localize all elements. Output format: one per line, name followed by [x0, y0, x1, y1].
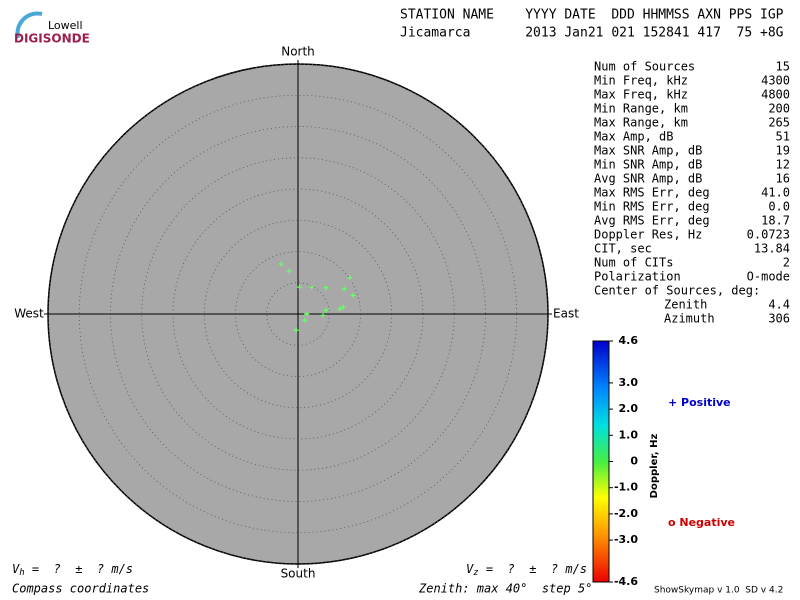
stat-value: O-mode: [747, 270, 790, 284]
center-value: 306: [768, 312, 790, 326]
stat-label: Min RMS Err, deg: [594, 200, 710, 214]
header-line: Jicamarca 2013 Jan21 021 152841 417 75 +…: [400, 26, 784, 41]
compass-label: West: [14, 307, 44, 321]
legend-negative: o Negative: [668, 516, 735, 529]
stat-value: 16: [776, 172, 790, 186]
source-point: [350, 292, 356, 298]
stat-value: 41.0: [761, 186, 790, 200]
stat-label: Max SNR Amp, dB: [594, 144, 702, 158]
source-point: [347, 275, 353, 281]
stat-value: 13.84: [754, 242, 790, 256]
stat-value: 4300: [761, 74, 790, 88]
center-label: Zenith: [664, 298, 707, 312]
stat-label: Max Range, km: [594, 116, 688, 130]
logo-bottom: DIGISONDE: [14, 32, 90, 46]
colorbar-tick-label: -4.6: [614, 575, 638, 588]
stat-value: 200: [768, 102, 790, 116]
colorbar-tick-label: 4.6: [619, 334, 639, 347]
source-point: [302, 317, 308, 323]
stat-label: CIT, sec: [594, 242, 652, 256]
source-point: [309, 284, 315, 290]
stat-label: Max Amp, dB: [594, 130, 673, 144]
zenith-note: Zenith: max 40° step 5°: [418, 582, 592, 596]
stat-value: 18.7: [761, 214, 790, 228]
stat-value: 0.0: [768, 200, 790, 214]
logo-arc: [15, 11, 43, 39]
colorbar: [592, 340, 610, 583]
colorbar-tick-label: 2.0: [619, 402, 639, 415]
compass-label: East: [553, 307, 579, 321]
stat-label: Num of Sources: [594, 60, 695, 74]
stat-label: Polarization: [594, 270, 681, 284]
source-point: [293, 327, 299, 333]
colorbar-title: Doppler, Hz: [649, 434, 660, 499]
colorbar-tick-label: -3.0: [614, 533, 638, 546]
source-point: [296, 284, 302, 290]
stat-value: 15: [776, 60, 790, 74]
coords-note: Compass coordinates: [12, 582, 149, 596]
stat-value: 51: [776, 130, 790, 144]
vz-text: Vz = ? ± ? m/s: [466, 562, 587, 578]
stat-value: 0.0723: [747, 228, 790, 242]
skymap-plot: North South West East: [14, 45, 579, 581]
center-label: Azimuth: [664, 312, 715, 326]
center-title: Center of Sources, deg:: [594, 284, 760, 298]
colorbar-tick-label: 3.0: [619, 376, 639, 389]
source-point: [286, 268, 292, 274]
compass-label: South: [281, 567, 316, 581]
logo-top: Lowell: [48, 19, 83, 32]
stat-label: Min Freq, kHz: [594, 74, 688, 88]
stat-value: 12: [776, 158, 790, 172]
colorbar-tick-label: -2.0: [614, 507, 638, 520]
stat-label: Doppler Res, Hz: [594, 228, 702, 242]
stat-label: Min Range, km: [594, 102, 688, 116]
stat-label: Num of CITs: [594, 256, 673, 270]
stat-label: Min SNR Amp, dB: [594, 158, 702, 172]
source-point: [320, 312, 326, 318]
colorbar-tick-label: 1.0: [619, 428, 639, 441]
colorbar-tick-label: -1.0: [614, 481, 638, 494]
source-point: [323, 285, 329, 291]
stat-value: 2: [783, 256, 790, 270]
stat-label: Max RMS Err, deg: [594, 186, 710, 200]
stat-value: 19: [776, 144, 790, 158]
stat-label: Max Freq, kHz: [594, 88, 688, 102]
header-line: STATION NAME YYYY DATE DDD HHMMSS AXN PP…: [400, 8, 784, 23]
version: ShowSkymap v 1.0 SD v 4.2: [654, 586, 783, 596]
center-value: 4.4: [768, 298, 790, 312]
colorbar-tick-label: 0: [630, 455, 638, 468]
stat-value: 265: [768, 116, 790, 130]
legend-positive: + Positive: [668, 396, 731, 409]
stat-label: Avg RMS Err, deg: [594, 214, 710, 228]
source-point: [341, 286, 347, 292]
source-point: [278, 261, 284, 267]
source-point: [304, 311, 310, 317]
vh-text: Vh = ? ± ? m/s: [12, 562, 133, 578]
source-point: [340, 304, 346, 310]
source-point: [337, 306, 343, 312]
source-point: [323, 307, 329, 313]
stat-label: Avg SNR Amp, dB: [594, 172, 702, 186]
stat-value: 4800: [761, 88, 790, 102]
compass-label: North: [281, 45, 315, 59]
